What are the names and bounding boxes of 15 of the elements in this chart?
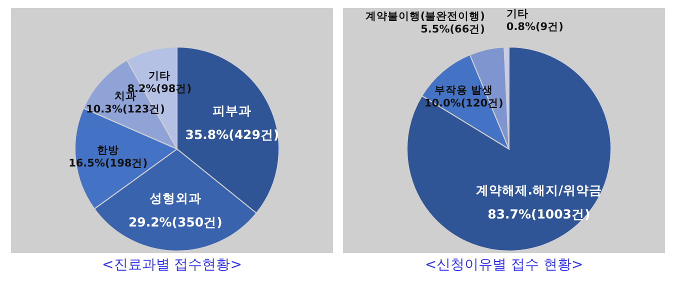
data-label: 5.5%(66건) — [420, 24, 485, 36]
text: <진료과별 접수현황> — [102, 256, 242, 274]
data-label: 29.2%(350건) — [128, 214, 222, 230]
data-label: 10.3%(123건) — [86, 104, 165, 116]
data-label: 0.8%(9건) — [506, 21, 564, 34]
slice-label: 기타 — [506, 8, 528, 20]
slice-label: 치과 — [114, 90, 137, 103]
slice-label: 계약불이행(불완전이행) — [365, 10, 485, 23]
slice-label: 피부과 — [212, 102, 252, 118]
slice-label: 성형외과 — [149, 190, 202, 206]
slice-label: 기타 — [148, 70, 170, 82]
slice-label: 한방 — [97, 144, 120, 156]
slice-label: 계약해제.해지/위약금 — [476, 182, 602, 198]
data-label: 35.8%(429건) — [185, 126, 280, 142]
text: <신청이유별 접수 현황> — [424, 256, 584, 274]
